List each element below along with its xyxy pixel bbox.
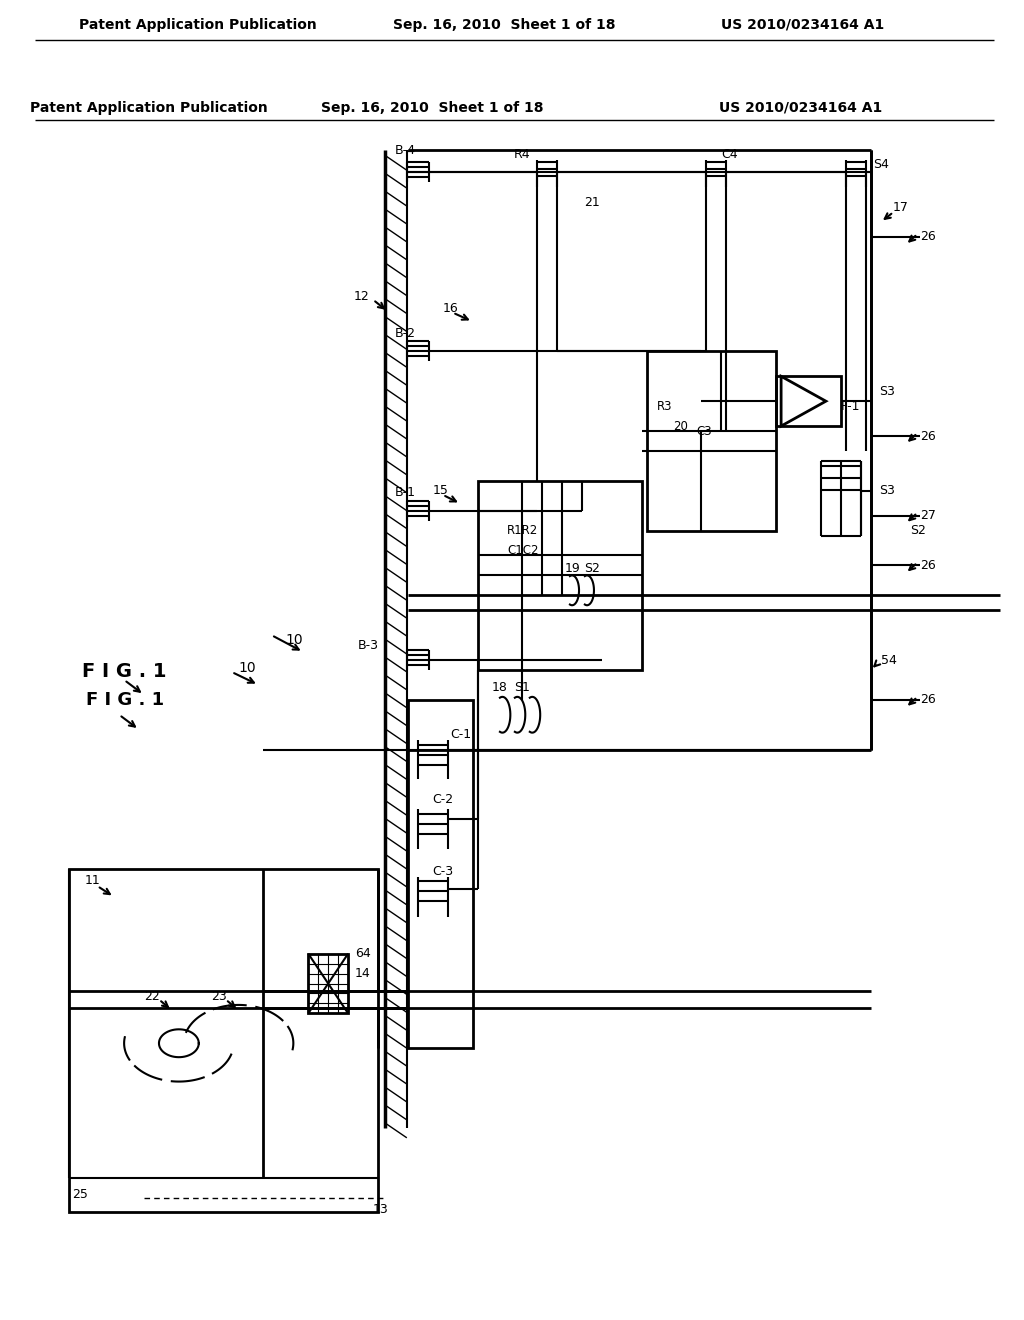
- Bar: [308, 953, 348, 1014]
- Text: 17: 17: [893, 201, 908, 214]
- Text: 25: 25: [73, 1188, 88, 1201]
- Text: 13: 13: [373, 1203, 389, 1216]
- Text: Sep. 16, 2010  Sheet 1 of 18: Sep. 16, 2010 Sheet 1 of 18: [322, 100, 544, 115]
- Text: B-2: B-2: [395, 327, 416, 341]
- Bar: [477, 480, 642, 671]
- Text: 15: 15: [433, 484, 449, 498]
- Text: 26: 26: [921, 693, 936, 706]
- Text: B-1: B-1: [395, 486, 416, 499]
- Text: 21: 21: [584, 195, 600, 209]
- Text: S1: S1: [514, 681, 530, 694]
- Text: US 2010/0234164 A1: US 2010/0234164 A1: [721, 18, 885, 32]
- Text: 26: 26: [921, 231, 936, 243]
- Bar: [776, 376, 841, 426]
- Text: 27: 27: [921, 510, 936, 523]
- Text: 23: 23: [211, 990, 226, 1003]
- Text: S2: S2: [584, 562, 600, 576]
- Text: B-4: B-4: [395, 144, 416, 157]
- Text: C3: C3: [696, 425, 712, 437]
- Text: R1R2: R1R2: [507, 524, 539, 537]
- Text: S4: S4: [872, 158, 889, 170]
- Text: C-3: C-3: [433, 865, 454, 878]
- Text: 11: 11: [84, 874, 100, 887]
- Text: C-2: C-2: [433, 793, 454, 807]
- Text: 20: 20: [674, 420, 688, 433]
- Text: Patent Application Publication: Patent Application Publication: [79, 18, 317, 32]
- Bar: [408, 700, 472, 1048]
- Text: B-3: B-3: [358, 639, 379, 652]
- Text: C1C2: C1C2: [507, 544, 539, 557]
- Text: 18: 18: [492, 681, 507, 694]
- Text: 12: 12: [353, 290, 369, 304]
- Text: C4: C4: [721, 148, 738, 161]
- Text: F I G . 1: F I G . 1: [86, 690, 165, 709]
- Text: C-1: C-1: [451, 729, 472, 741]
- Text: US 2010/0234164 A1: US 2010/0234164 A1: [720, 100, 883, 115]
- Text: F I G . 1: F I G . 1: [82, 663, 167, 681]
- Text: R4: R4: [514, 148, 530, 161]
- Text: 16: 16: [442, 302, 459, 315]
- Text: Patent Application Publication: Patent Application Publication: [30, 100, 268, 115]
- Text: S2: S2: [910, 524, 927, 537]
- Text: 22: 22: [144, 990, 160, 1003]
- Bar: [647, 351, 776, 531]
- Text: 54: 54: [881, 653, 897, 667]
- Bar: [70, 869, 378, 1213]
- Text: 26: 26: [921, 429, 936, 442]
- Text: 64: 64: [355, 948, 371, 960]
- Text: 26: 26: [921, 558, 936, 572]
- Text: Sep. 16, 2010  Sheet 1 of 18: Sep. 16, 2010 Sheet 1 of 18: [393, 18, 615, 32]
- Text: 10: 10: [286, 634, 303, 647]
- Text: S3: S3: [879, 384, 895, 397]
- Text: S3: S3: [879, 484, 895, 498]
- Text: R3: R3: [656, 400, 672, 413]
- Text: 14: 14: [355, 968, 371, 979]
- Text: F-1: F-1: [841, 400, 860, 413]
- Text: 10: 10: [239, 661, 256, 675]
- Text: 19: 19: [564, 562, 580, 576]
